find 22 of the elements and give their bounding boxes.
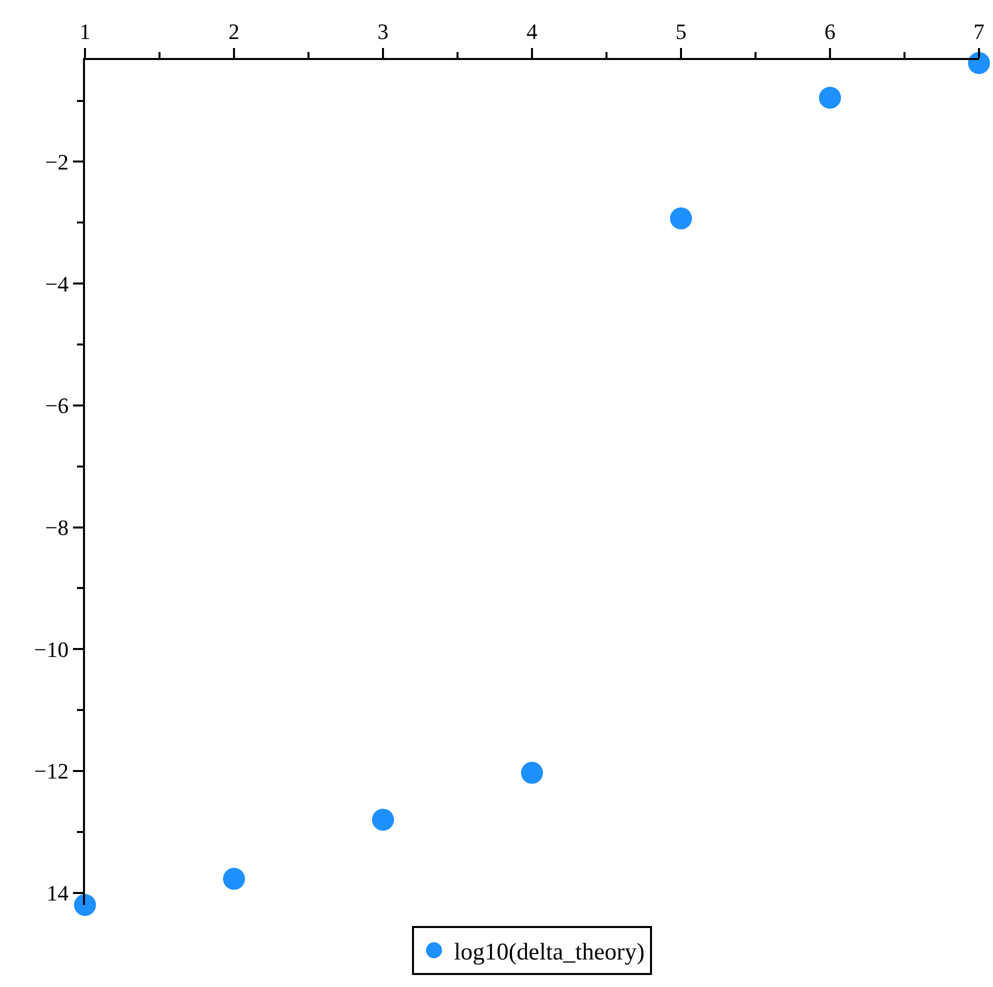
x-tick-label: 2 — [228, 19, 240, 44]
point — [223, 868, 245, 890]
point — [74, 894, 96, 916]
point — [819, 86, 841, 109]
y-tick-label: −8 — [45, 514, 69, 540]
point — [521, 762, 543, 784]
y-tick-label: −4 — [45, 271, 69, 296]
x-tick-label: 6 — [824, 19, 836, 44]
y-tick-label: −10 — [34, 636, 69, 662]
x-tick-label: 5 — [676, 19, 686, 44]
point — [968, 52, 990, 74]
y-tick-label: −2 — [45, 149, 69, 174]
y-tick-label: 14 — [46, 880, 69, 906]
x-tick-label: 7 — [974, 19, 984, 44]
point — [372, 808, 394, 831]
x-tick-label: 3 — [378, 19, 388, 44]
y-tick-label: −6 — [45, 393, 69, 418]
legend-label: log10(delta_theory) — [454, 940, 645, 966]
x-tick-label: 4 — [526, 19, 538, 44]
point — [670, 207, 692, 230]
y-tick-label: −12 — [34, 758, 69, 784]
x-tick-label: 1 — [80, 19, 90, 44]
